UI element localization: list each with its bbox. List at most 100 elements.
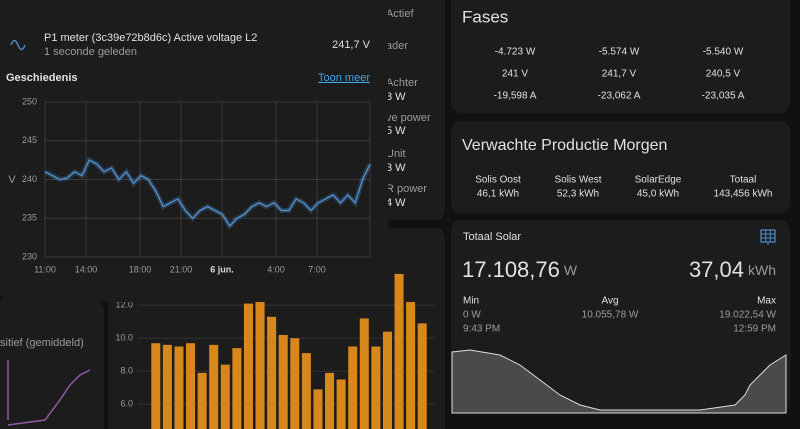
stat-time: 9:43 PM	[463, 324, 500, 335]
solar-area	[451, 349, 787, 414]
bar	[371, 346, 381, 429]
forecast-value: 45,0 kWh	[637, 189, 679, 200]
stat-label: Min	[463, 296, 479, 307]
y-axis-label: V	[8, 174, 16, 186]
unit: kWh	[748, 262, 776, 278]
forecast-label: Solis Oost	[475, 175, 521, 186]
bar	[301, 353, 311, 429]
card-title: Verwachte Productie Morgen	[462, 137, 667, 154]
bar	[220, 364, 230, 429]
bar	[359, 318, 369, 429]
y-tick-label: 12.0	[115, 300, 133, 310]
plot-frame	[44, 101, 371, 258]
card-title: Totaal Solar	[463, 231, 521, 243]
x-tick-label: 7:00	[308, 264, 326, 274]
bar	[151, 343, 161, 429]
x-tick-label: 11:00	[34, 264, 56, 274]
entity-state: 241,7 V	[332, 39, 371, 51]
y-tick-label: 250	[22, 96, 37, 106]
line	[44, 159, 371, 228]
bar	[162, 344, 172, 429]
phase-value: 241,7 V	[602, 69, 637, 80]
power-row: 3 W	[386, 91, 406, 103]
x-tick-label: 4:00	[267, 264, 285, 274]
stat-value: 10.055,78 W	[582, 310, 639, 321]
card-label: sitief (gemiddeld)	[0, 337, 84, 349]
y-tick-label: 6.0	[120, 399, 133, 409]
bar	[406, 301, 416, 429]
phase-value: 241 V	[502, 69, 528, 80]
card	[370, 0, 445, 220]
y-tick-label: 230	[22, 251, 37, 261]
stat-value: 19.022,54 W	[719, 310, 776, 321]
energy: 37,04	[689, 257, 744, 282]
power-row: ader	[386, 40, 408, 52]
power-value: 17.108,76 W	[462, 257, 578, 282]
power-row: 4 W	[386, 197, 406, 209]
bar	[232, 348, 242, 429]
bar	[197, 372, 207, 429]
bar	[267, 316, 277, 429]
power-row: Actief	[386, 8, 414, 20]
bar	[336, 379, 346, 429]
card-title: Fases	[462, 7, 508, 26]
phase-value: -4.723 W	[495, 47, 536, 58]
power-row: Unit	[386, 148, 406, 160]
bar	[174, 346, 184, 429]
stat-label: Avg	[601, 296, 618, 307]
forecast-label: Solis West	[554, 175, 601, 186]
unit: W	[564, 262, 578, 278]
entity-updated: 1 seconde geleden	[44, 46, 137, 58]
bar	[209, 344, 219, 429]
phase-value: -19,598 A	[494, 91, 537, 102]
y-tick-label: 240	[22, 174, 37, 184]
card	[0, 300, 104, 429]
y-tick-label: 245	[22, 135, 37, 145]
forecast-label: SolarEdge	[635, 175, 682, 186]
forecast-label: Totaal	[730, 175, 757, 186]
energy-value: 37,04 kWh	[689, 257, 776, 282]
solar-icon	[760, 229, 776, 245]
phase-value: -23,035 A	[702, 91, 745, 102]
stat-value: 0 W	[463, 310, 481, 321]
phase-value: -5.540 W	[703, 47, 744, 58]
card	[451, 0, 790, 113]
bar	[348, 346, 358, 429]
power-row: ve power	[386, 112, 431, 124]
card	[451, 220, 790, 413]
bar	[243, 303, 253, 429]
forecast-value: 52,3 kWh	[557, 189, 599, 200]
entity-name: P1 meter (3c39e72b8d6c) Active voltage L…	[44, 32, 257, 44]
bar	[186, 343, 196, 429]
power-row: R power	[386, 183, 427, 195]
bar	[278, 334, 288, 429]
trend-line	[7, 360, 91, 426]
bar	[325, 372, 335, 429]
bar	[382, 331, 392, 429]
bar	[394, 273, 404, 429]
dialog: P1 meter (3c39e72b8d6c) Active voltage L…	[0, 0, 388, 302]
power-row: Achter	[386, 77, 418, 89]
x-tick-label: 18:00	[129, 264, 152, 274]
bar	[313, 389, 323, 429]
section-title: Geschiedenis	[6, 72, 78, 84]
phase-value: -23,062 A	[598, 91, 641, 102]
y-tick-label: 235	[22, 213, 37, 223]
stat-label: Max	[757, 296, 776, 307]
x-tick-label: 21:00	[170, 264, 193, 274]
entity-icon	[10, 39, 26, 51]
phase-value: 240,5 V	[706, 69, 741, 80]
power-row: 5 W	[386, 125, 406, 137]
dialog-surface	[0, 0, 388, 302]
more-link[interactable]: Toon meer	[318, 72, 370, 84]
forecast-value: 143,456 kWh	[714, 189, 773, 200]
y-tick-label: 10.0	[115, 333, 133, 343]
phase-value: -5.574 W	[599, 47, 640, 58]
x-tick-label: 6 jun.	[210, 264, 234, 274]
bar	[290, 338, 300, 429]
card	[451, 121, 790, 213]
y-tick-label: 8.0	[120, 366, 133, 376]
power-row: 3 W	[386, 162, 406, 174]
